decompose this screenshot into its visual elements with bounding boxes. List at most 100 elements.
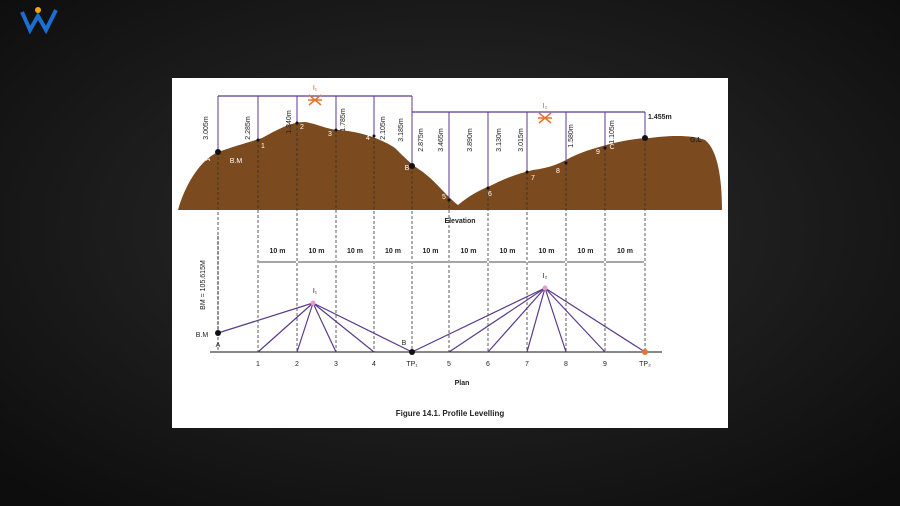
point-label: B [405, 165, 410, 172]
staff-reading: 3.130m [496, 128, 503, 152]
sight-line [296, 302, 314, 353]
station-label: 1 [256, 361, 260, 368]
turning-label: B [402, 340, 407, 347]
tp-point [642, 349, 648, 355]
station-label: 6 [486, 361, 490, 368]
staff-reading: 3.185m [398, 118, 405, 142]
sight-line [487, 287, 546, 353]
instrument-icon [308, 94, 322, 106]
point-label: B.M [230, 158, 243, 165]
station-label: 3 [334, 361, 338, 368]
point-label: 5 [442, 194, 446, 201]
station-label: TP₂ [639, 361, 651, 368]
instrument-label: I₂ [543, 103, 548, 110]
distance-label: 10 m [539, 248, 555, 255]
ground-point [295, 121, 299, 125]
ground-profile [178, 122, 722, 210]
plan-title: Plan [455, 380, 470, 387]
point-label: 6 [488, 191, 492, 198]
staff-reading: 2.105m [380, 116, 387, 140]
staff-reading: 3.015m [518, 128, 525, 152]
distance-bg [575, 246, 596, 256]
instrument-label: I₁ [313, 85, 318, 92]
staff-reading: 1.340m [286, 110, 293, 134]
ground-point [409, 163, 415, 169]
bm-point [215, 330, 221, 336]
ground-point [564, 161, 568, 165]
staff-reading: 1.455m [648, 114, 672, 121]
staff-reading: 2.875m [418, 128, 425, 152]
sight-line [544, 287, 606, 353]
station-label: 5 [447, 361, 451, 368]
sight-line [411, 287, 546, 353]
point-label: 4 [366, 135, 370, 142]
staff-reading: 3.465m [438, 128, 445, 152]
sight-line [312, 302, 375, 353]
distance-label: 10 m [385, 248, 401, 255]
station-label: 7 [525, 361, 529, 368]
distance-bg [458, 246, 479, 256]
sight-line [312, 302, 413, 353]
instrument-point [542, 285, 548, 291]
distance-label: 10 m [423, 248, 439, 255]
station-label: 8 [564, 361, 568, 368]
point-label: 9 [596, 149, 600, 156]
distance-bg [345, 246, 365, 256]
staff-reading: 1.105m [609, 120, 616, 144]
benchmark-label: BM = 105.615M [200, 260, 207, 310]
staff-reading: 1.785m [340, 108, 347, 132]
instrument-point [310, 300, 316, 306]
distance-label: 10 m [461, 248, 477, 255]
ground-point [372, 134, 376, 138]
staff-reading: 3.890m [467, 128, 474, 152]
distance-bg [383, 246, 403, 256]
distance-label: 10 m [578, 248, 594, 255]
figure [172, 78, 728, 428]
sight-line [526, 287, 546, 353]
logo [20, 7, 58, 35]
bm-label: B.M [196, 332, 209, 339]
station-label: TP₁ [406, 361, 418, 368]
ground-point [256, 138, 260, 142]
sight-line [217, 302, 314, 334]
distance-bg [306, 246, 327, 256]
distance-label: 10 m [347, 248, 363, 255]
bm-label: A [216, 342, 221, 349]
ground-point [525, 170, 529, 174]
instrument-icon [538, 112, 552, 124]
distance-bg [267, 246, 288, 256]
point-label: C [609, 144, 614, 151]
elevation-title: Elevation [444, 218, 475, 225]
ground-point [603, 146, 607, 150]
distance-label: 10 m [309, 248, 325, 255]
point-label: 7 [531, 175, 535, 182]
station-label: 9 [603, 361, 607, 368]
point-label: 1 [261, 143, 265, 150]
sight-line [257, 302, 314, 353]
distance-bg [497, 246, 518, 256]
distance-bg [615, 246, 635, 256]
tp-point [409, 349, 415, 355]
sight-line [448, 287, 546, 353]
distance-bg [420, 246, 441, 256]
station-label: 2 [295, 361, 299, 368]
sight-line [312, 302, 337, 353]
station-label: 4 [372, 361, 376, 368]
point-label: 8 [556, 168, 560, 175]
sight-line [544, 287, 646, 353]
ground-point [215, 149, 221, 155]
point-label: 2 [300, 124, 304, 131]
distance-label: 10 m [270, 248, 286, 255]
point-label: A [206, 156, 211, 163]
plan-instrument-label: I₂ [543, 273, 548, 280]
point-label: 3 [328, 131, 332, 138]
distance-bg [536, 246, 557, 256]
ground-point [486, 186, 490, 190]
sight-line [544, 287, 567, 353]
ground-point [334, 128, 338, 132]
figure-caption: Figure 14.1. Profile Levelling [396, 409, 505, 418]
staff-reading: 1.580m [568, 124, 575, 148]
staff-reading: 3.005m [203, 116, 210, 140]
distance-label: 10 m [617, 248, 633, 255]
